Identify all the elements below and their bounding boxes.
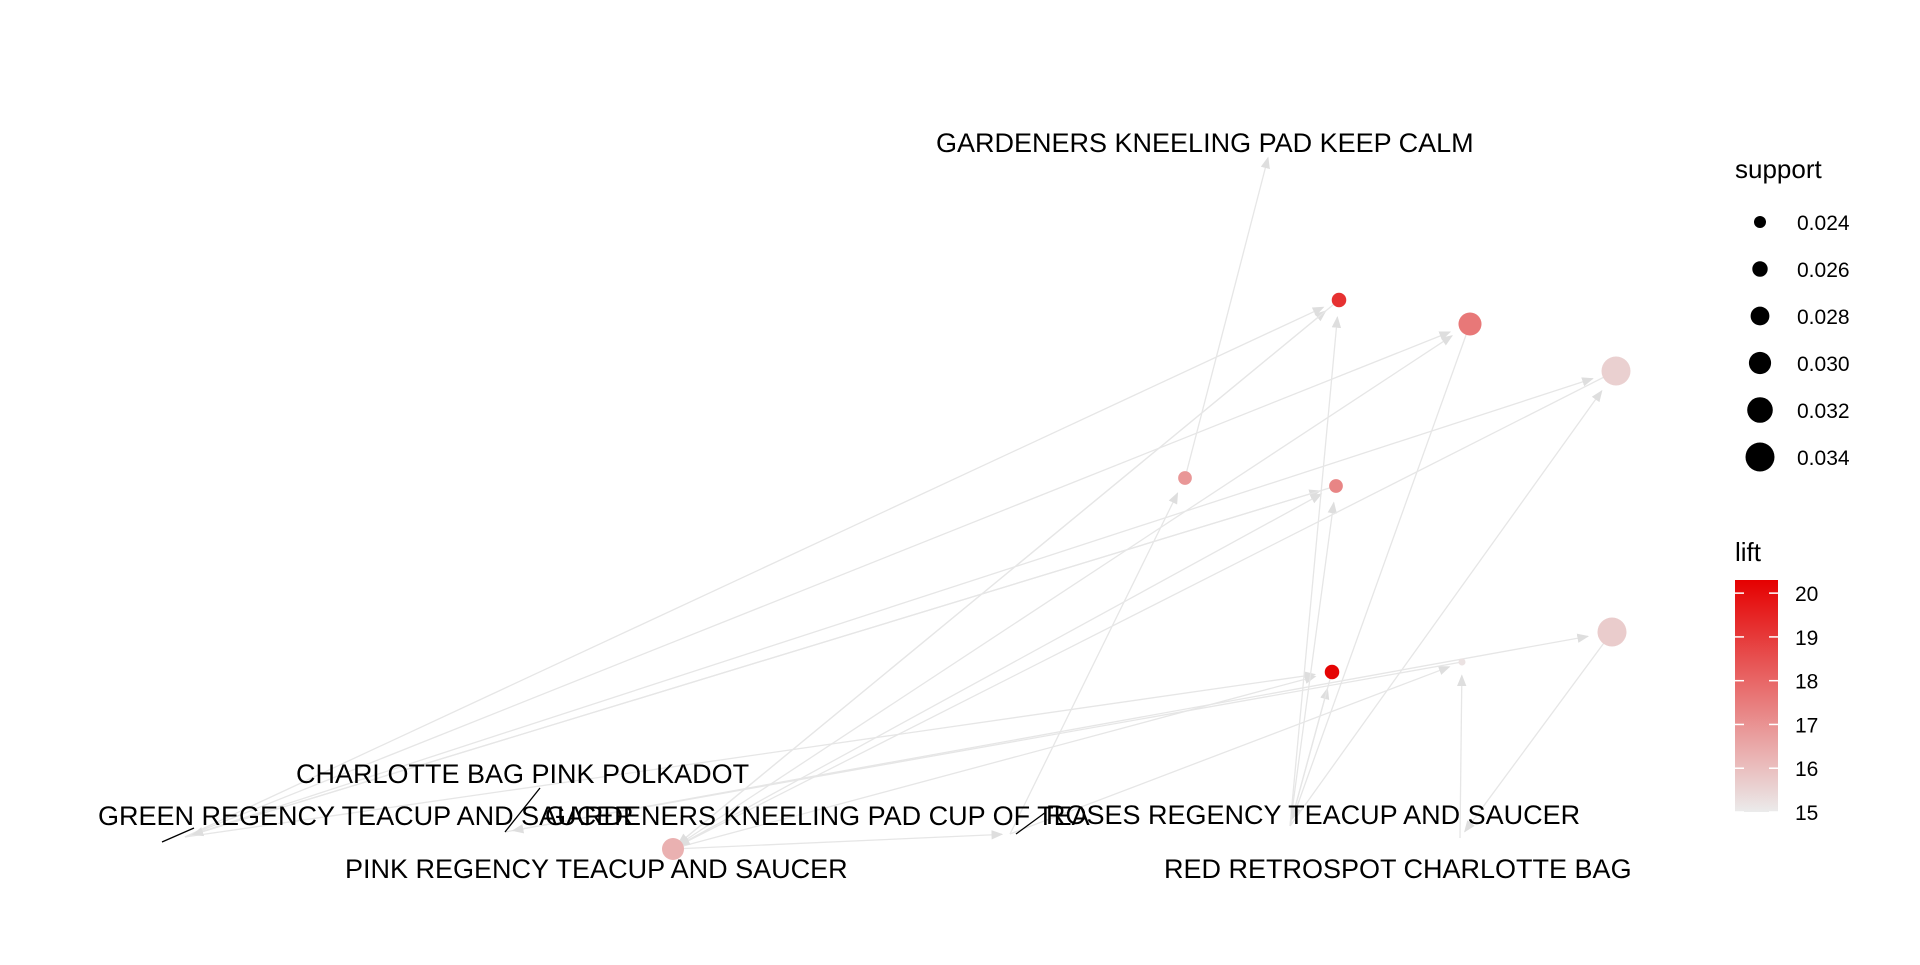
item-label-red-charlotte[interactable]: RED RETROSPOT CHARLOTTE BAG [1164, 854, 1632, 884]
label-leader [504, 787, 541, 833]
edge [1009, 666, 1451, 835]
edge [184, 671, 1317, 838]
edge [1289, 316, 1342, 827]
item-label-charlotte-pink[interactable]: CHARLOTTE BAG PINK POLKADOT [296, 759, 749, 789]
rule-node-r5[interactable] [1329, 479, 1343, 493]
item-labels: GARDENERS KNEELING PAD KEEP CALM CHARLOTT… [98, 128, 1632, 884]
item-label-gardeners-calm[interactable]: GARDENERS KNEELING PAD KEEP CALM [936, 128, 1474, 158]
edge [184, 331, 1452, 838]
edge [1289, 389, 1603, 827]
item-label-pink-teacup[interactable]: PINK REGENCY TEACUP AND SAUCER [345, 854, 848, 884]
rule-node-r7[interactable] [1458, 658, 1466, 666]
edge [678, 370, 1617, 846]
support-legend-dot [1745, 442, 1775, 472]
rule-node-r4[interactable] [1178, 471, 1192, 485]
rule-node-r9[interactable] [662, 838, 684, 860]
edge [677, 299, 1340, 845]
lift-tick-label: 15 [1795, 802, 1818, 825]
edge [1457, 674, 1467, 839]
support-legend: support 0.024 0.026 0.028 0.030 0.032 0.034 [1735, 154, 1850, 472]
support-legend-title: support [1735, 154, 1822, 184]
lift-legend-title: lift [1735, 537, 1762, 567]
support-legend-dot [1750, 306, 1770, 326]
item-label-gardeners-cup[interactable]: GARDENERS KNEELING PAD CUP OF TEA [545, 801, 1090, 831]
edge [671, 335, 1453, 850]
rule-nodes [662, 292, 1631, 860]
item-label-green-teacup[interactable]: GREEN REGENCY TEACUP AND SAUCER [98, 801, 634, 831]
lift-legend: lift 20 19 18 17 16 15 [1735, 537, 1818, 825]
edge [1289, 501, 1337, 827]
support-legend-dot [1748, 351, 1772, 375]
label-leaders [161, 787, 1047, 843]
edge [511, 661, 1463, 834]
support-legend-dot [1752, 261, 1768, 277]
rule-node-r3[interactable] [1601, 356, 1631, 386]
edge [672, 830, 1004, 850]
support-legend-label: 0.034 [1797, 447, 1850, 470]
rule-node-r1[interactable] [1331, 292, 1347, 308]
lift-colorbar [1735, 580, 1778, 812]
support-legend-label: 0.030 [1797, 353, 1850, 376]
edge [1184, 156, 1270, 479]
edge [1009, 492, 1179, 835]
edge [1464, 631, 1613, 833]
edge [1291, 323, 1471, 820]
lift-tick-label: 16 [1795, 758, 1818, 781]
edge [671, 493, 1323, 850]
lift-tick-label: 17 [1795, 714, 1818, 737]
support-legend-label: 0.028 [1797, 306, 1850, 329]
label-leader [161, 827, 195, 843]
support-legend-dot [1747, 397, 1773, 423]
rule-node-r8[interactable] [1597, 617, 1627, 647]
item-label-roses-teacup[interactable]: ROSES REGENCY TEACUP AND SAUCER [1046, 800, 1580, 830]
support-legend-dot [1754, 216, 1766, 228]
edge [1290, 671, 1333, 820]
rule-node-r2[interactable] [1458, 312, 1482, 336]
support-legend-label: 0.026 [1797, 259, 1850, 282]
support-legend-label: 0.024 [1797, 212, 1850, 235]
label-leader [1015, 811, 1047, 835]
lift-tick-label: 20 [1795, 583, 1818, 606]
support-legend-label: 0.032 [1797, 400, 1850, 423]
rule-node-r6[interactable] [1324, 664, 1340, 680]
edge [184, 306, 1325, 838]
edges [184, 156, 1617, 850]
lift-tick-label: 19 [1795, 627, 1818, 650]
edge [184, 377, 1594, 838]
lift-tick-label: 18 [1795, 671, 1818, 694]
edge [191, 485, 1337, 837]
